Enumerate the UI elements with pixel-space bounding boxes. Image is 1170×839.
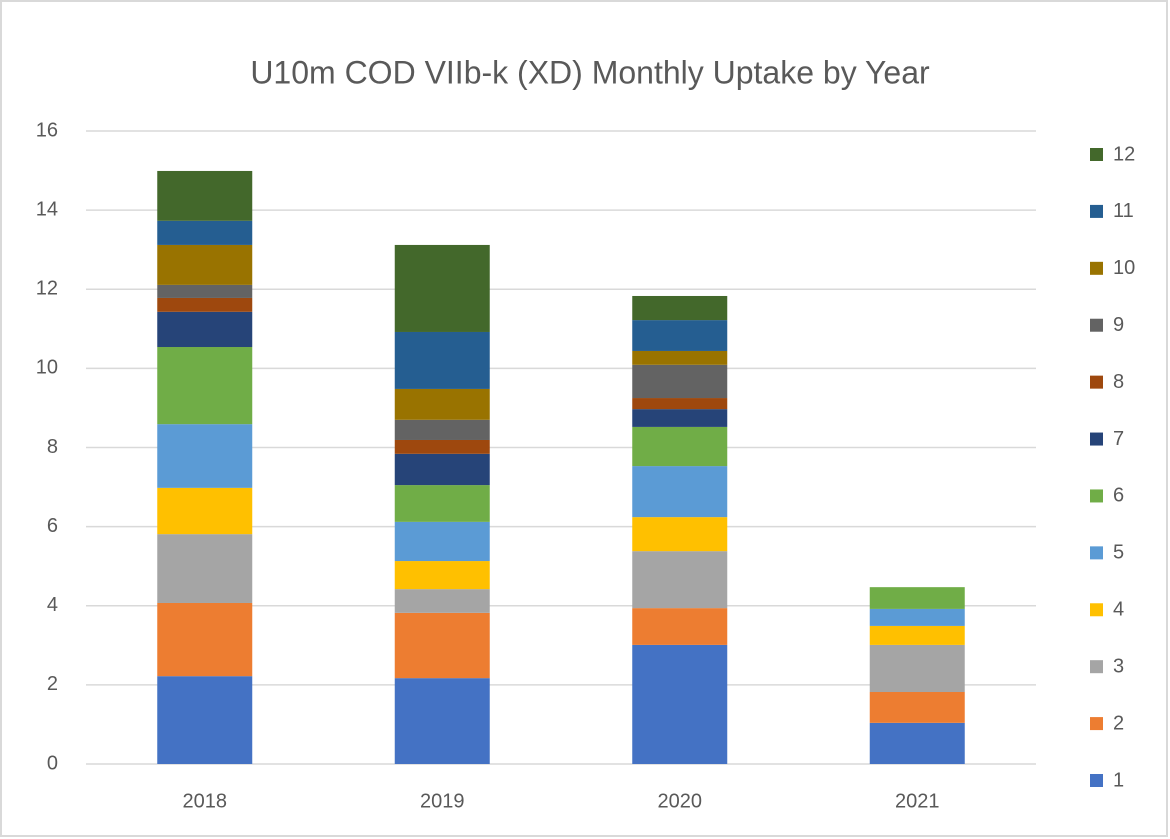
y-tick-label: 12 [36, 278, 58, 300]
legend-swatch [1090, 546, 1103, 560]
legend-label: 4 [1113, 599, 1124, 621]
y-tick-label: 8 [47, 436, 58, 458]
bar-segment [394, 244, 490, 332]
y-tick-label: 14 [36, 198, 58, 220]
bar-segment [157, 220, 253, 245]
legend-label: 12 [1113, 143, 1135, 165]
chart-title: U10m COD VIIb-k (XD) Monthly Uptake by Y… [250, 54, 930, 90]
bar-segment [869, 625, 965, 645]
x-tick-label: 2019 [420, 790, 465, 812]
bar-segment [869, 587, 965, 609]
legend-label: 10 [1113, 257, 1135, 279]
y-tick-label: 4 [47, 594, 58, 616]
bar-segment [157, 534, 253, 603]
bar-segment [157, 424, 253, 488]
y-tick-label: 6 [47, 515, 58, 537]
bar-segment [632, 409, 728, 427]
legend-swatch [1090, 261, 1103, 275]
legend-label: 8 [1113, 371, 1124, 393]
legend-swatch [1090, 489, 1103, 503]
legend-label: 7 [1113, 428, 1124, 450]
bar-segment [632, 295, 728, 321]
legend-swatch [1090, 774, 1103, 787]
legend-swatch [1090, 204, 1103, 218]
y-tick-label: 16 [36, 119, 58, 141]
x-tick-label: 2020 [658, 790, 703, 812]
legend-label: 6 [1113, 485, 1124, 507]
bar-segment [394, 388, 490, 420]
bar-segment [632, 398, 728, 410]
bar-segment [632, 350, 728, 365]
bar-segment [157, 311, 253, 348]
legend-label: 9 [1113, 314, 1124, 336]
legend-swatch [1090, 148, 1103, 161]
legend-swatch [1090, 432, 1103, 446]
bar-segment [394, 331, 490, 389]
y-tick-label: 2 [47, 673, 58, 695]
legend-swatch [1090, 717, 1103, 731]
legend-swatch [1090, 318, 1103, 332]
bar-segment [394, 485, 490, 522]
bar-segment [632, 644, 728, 764]
bar-segment [394, 521, 490, 562]
bar-segment [157, 284, 253, 298]
bar-segment [157, 487, 253, 535]
bar-segment [869, 608, 965, 626]
bar-segment [394, 419, 490, 440]
bar-segment [157, 244, 253, 285]
x-tick-label: 2021 [895, 790, 940, 812]
bar-segment [632, 466, 728, 518]
bar-segment [157, 347, 253, 425]
legend-label: 11 [1113, 200, 1134, 222]
legend-swatch [1090, 603, 1103, 617]
bar-segment [869, 644, 965, 692]
bar-segment [632, 320, 728, 351]
bar-segment [157, 170, 253, 221]
legend-label: 1 [1113, 769, 1124, 791]
x-tick-label: 2018 [183, 790, 228, 812]
bar-segment [632, 551, 728, 609]
legend-label: 3 [1113, 655, 1124, 677]
bar-segment [394, 561, 490, 590]
bar-segment [632, 517, 728, 552]
legend-label: 5 [1113, 542, 1124, 564]
legend-swatch [1090, 660, 1103, 674]
bar-segment [632, 608, 728, 645]
bar-segment [394, 589, 490, 613]
bar-segment [869, 691, 965, 723]
bar-segment [394, 612, 490, 679]
legend-swatch [1090, 375, 1103, 389]
bar-segment [632, 364, 728, 399]
bar-segment [157, 602, 253, 677]
bar-segment [394, 453, 490, 486]
bar-segment [157, 676, 253, 764]
y-tick-label: 0 [47, 752, 58, 774]
bar-segment [157, 297, 253, 312]
bar-segment [869, 722, 965, 764]
y-tick-label: 10 [36, 357, 58, 379]
legend-label: 2 [1113, 712, 1124, 734]
bar-segment [394, 439, 490, 454]
bar-segment [632, 426, 728, 467]
bar-segment [394, 678, 490, 764]
